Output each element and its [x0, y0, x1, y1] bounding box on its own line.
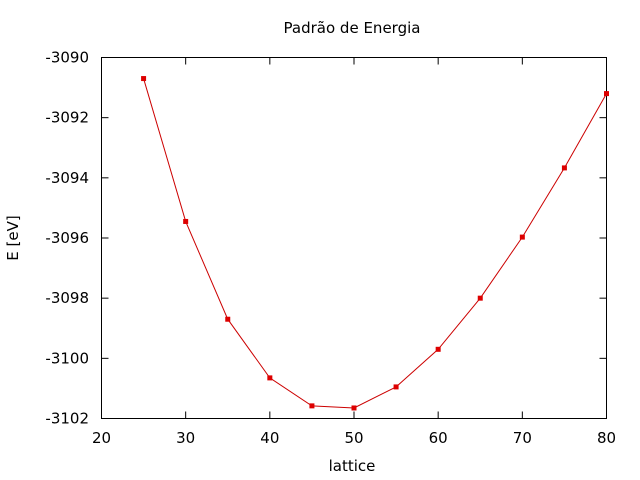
x-axis-label: lattice	[329, 457, 376, 475]
y-tick-label: -3102	[45, 410, 89, 428]
data-point	[351, 405, 357, 411]
x-axis: 20 30 40 50 60 70 80	[92, 57, 616, 447]
y-tick-label: -3090	[45, 49, 89, 67]
x-tick-label: 40	[260, 429, 279, 447]
data-point	[519, 234, 525, 240]
data-point	[477, 295, 483, 301]
data-point	[435, 346, 441, 352]
x-tick-label: 70	[513, 429, 532, 447]
x-tick-label: 50	[344, 429, 363, 447]
data-point	[604, 91, 609, 97]
x-tick-label: 30	[176, 429, 195, 447]
data-point	[141, 76, 147, 82]
y-tick-label: -3100	[45, 349, 89, 367]
y-tick-label: -3096	[45, 229, 89, 247]
x-tick-label: 60	[429, 429, 448, 447]
data-point	[225, 316, 231, 322]
plot-frame	[101, 57, 607, 419]
data-point	[309, 403, 315, 409]
series-line	[143, 78, 607, 409]
x-tick-label: 80	[597, 429, 616, 447]
data-point	[561, 165, 567, 171]
data-point	[267, 375, 273, 381]
x-tick-label: 20	[92, 429, 111, 447]
y-tick-label: -3098	[45, 289, 89, 307]
y-tick-label: -3094	[45, 169, 89, 187]
series-layer	[141, 76, 609, 411]
data-point	[183, 218, 189, 224]
y-axis-label: E [eV]	[4, 215, 22, 260]
data-point	[393, 384, 399, 390]
chart-title: Padrão de Energia	[284, 19, 421, 37]
y-axis: -3102 -3100 -3098 -3096 -3094 -3092 -3090	[45, 49, 607, 428]
y-tick-label: -3092	[45, 109, 89, 127]
